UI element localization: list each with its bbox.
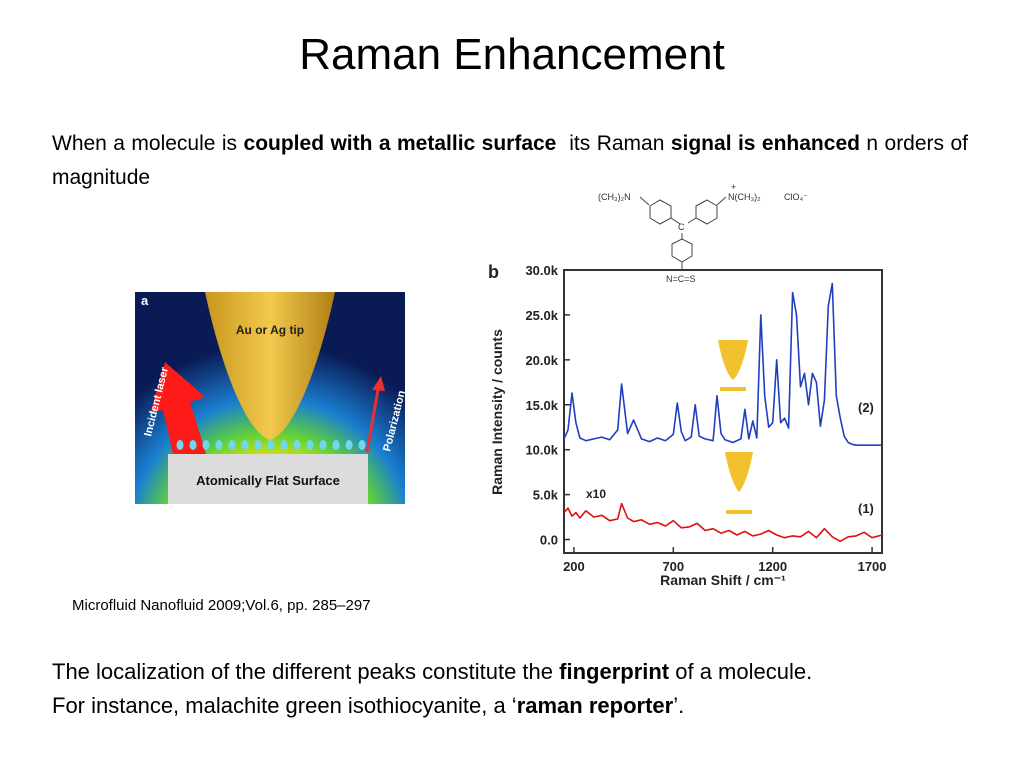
polarization-arrow	[365, 383, 381, 453]
center-carbon: C	[678, 222, 685, 232]
series-1-label: (1)	[858, 501, 874, 516]
benzene-ring-right	[695, 199, 718, 225]
molecule-dot	[332, 440, 340, 450]
panel-a-label: a	[141, 293, 149, 308]
bond-left-center	[670, 217, 681, 225]
fingerprint-term: fingerprint	[559, 659, 670, 684]
tip-icon-upper-shape	[718, 340, 748, 380]
polarization-arrowhead	[372, 376, 385, 391]
x-axis-ticks: 200 700 1200 1700	[563, 547, 887, 574]
bottom-paragraph: The localization of the different peaks …	[52, 655, 992, 723]
tip-enhancement-illustration: a Au or Ag tip Incident laser Polarizati…	[135, 292, 405, 504]
intro-bold-2: signal is enhanced	[670, 132, 860, 155]
x-axis-label: Raman Shift / cm⁻¹	[660, 572, 786, 588]
multiplier-label: x10	[586, 487, 606, 501]
tip-label: Au or Ag tip	[236, 323, 304, 337]
right-amine-group: N(CH₃)₂	[728, 192, 761, 202]
bond-left	[639, 196, 650, 206]
spectrum-lines	[563, 282, 883, 543]
x-tick-label: 200	[563, 559, 585, 574]
benzene-ring-bottom	[671, 238, 693, 263]
tip-icon-lower-surface	[726, 510, 752, 514]
metal-tip-shape	[205, 292, 335, 440]
citation: Microfluid Nanofluid 2009;Vol.6, pp. 285…	[72, 597, 371, 614]
bottom-text-1: The localization of the different peaks …	[52, 659, 560, 684]
y-tick-label: 20.0k	[525, 353, 558, 368]
positive-charge: +	[731, 182, 736, 192]
bottom-line-1: The localization of the different peaks …	[52, 655, 992, 689]
molecule-dot	[254, 440, 262, 450]
bond-right	[716, 196, 727, 206]
bottom-text-3: For instance, malachite green isothiocya…	[52, 693, 517, 718]
intro-text-1: When a molecule is	[52, 132, 244, 155]
series-line-1	[563, 502, 883, 543]
y-axis-label: Raman Intensity / counts	[489, 329, 505, 495]
malachite-green-structure: (CH₃)₂N + N(CH₃)₂ ClO₄⁻ C N=C=S	[598, 182, 808, 284]
x-tick-label: 1200	[758, 559, 787, 574]
bond-center-right	[687, 217, 697, 224]
series-line-2	[563, 282, 882, 446]
panel-b-label: b	[488, 262, 499, 282]
isothiocyanate-group: N=C=S	[666, 274, 696, 284]
plot-frame	[563, 269, 883, 554]
molecule-dot	[280, 440, 288, 450]
tip-icon-upper-surface	[720, 387, 746, 391]
intro-paragraph: When a molecule is coupled with a metall…	[52, 127, 968, 195]
tip-icon-lower-shape	[725, 452, 753, 492]
left-amine-group: (CH₃)₂N	[598, 192, 631, 202]
bottom-line-2: For instance, malachite green isothiocya…	[52, 689, 992, 723]
intro-text-3: n orders of magnitude	[52, 132, 968, 189]
molecule-dot	[358, 440, 366, 450]
x-tick-label: 700	[662, 559, 684, 574]
slide-title: Raman Enhancement	[299, 30, 725, 79]
molecule-dot	[215, 440, 223, 450]
molecule-dot	[293, 440, 301, 450]
bottom-text-2: of a molecule.	[669, 659, 813, 684]
molecule-dot	[176, 440, 184, 450]
y-tick-label: 25.0k	[525, 308, 558, 323]
benzene-ring-left	[649, 199, 672, 225]
y-tick-label: 5.0k	[533, 488, 559, 503]
y-tick-label: 10.0k	[525, 443, 558, 458]
molecule-dot	[306, 440, 314, 450]
molecule-dot	[345, 440, 353, 450]
molecule-dot	[319, 440, 327, 450]
y-tick-label: 0.0	[540, 533, 558, 548]
surface-label: Atomically Flat Surface	[196, 473, 340, 488]
intro-text-2: its Raman	[556, 132, 671, 155]
molecule-dot	[189, 440, 197, 450]
raman-spectrum-chart: 0.0 5.0k 10.0k 15.0k 20.0k 25.0k 30.0k 200 700 1…	[488, 262, 887, 588]
series-2-label: (2)	[858, 400, 874, 415]
molecule-dot	[267, 440, 275, 450]
molecule-dot	[202, 440, 210, 450]
molecule-dot	[241, 440, 249, 450]
y-axis-ticks: 0.0 5.0k 10.0k 15.0k 20.0k 25.0k 30.0k	[525, 263, 570, 548]
tip-icon-upper	[718, 340, 748, 391]
y-tick-label: 30.0k	[525, 263, 558, 278]
bottom-text-4: ’.	[673, 693, 685, 718]
counter-ion: ClO₄⁻	[784, 192, 808, 202]
molecule-dot	[228, 440, 236, 450]
y-tick-label: 15.0k	[525, 398, 558, 413]
flat-surface	[168, 454, 368, 504]
intro-bold-1: coupled with a metallic surface	[243, 132, 557, 155]
raman-reporter-term: raman reporter	[516, 693, 674, 718]
tip-icon-lower	[725, 452, 753, 514]
molecule-dots	[176, 440, 366, 450]
x-tick-label: 1700	[858, 559, 887, 574]
incident-laser-arrow	[150, 362, 207, 462]
